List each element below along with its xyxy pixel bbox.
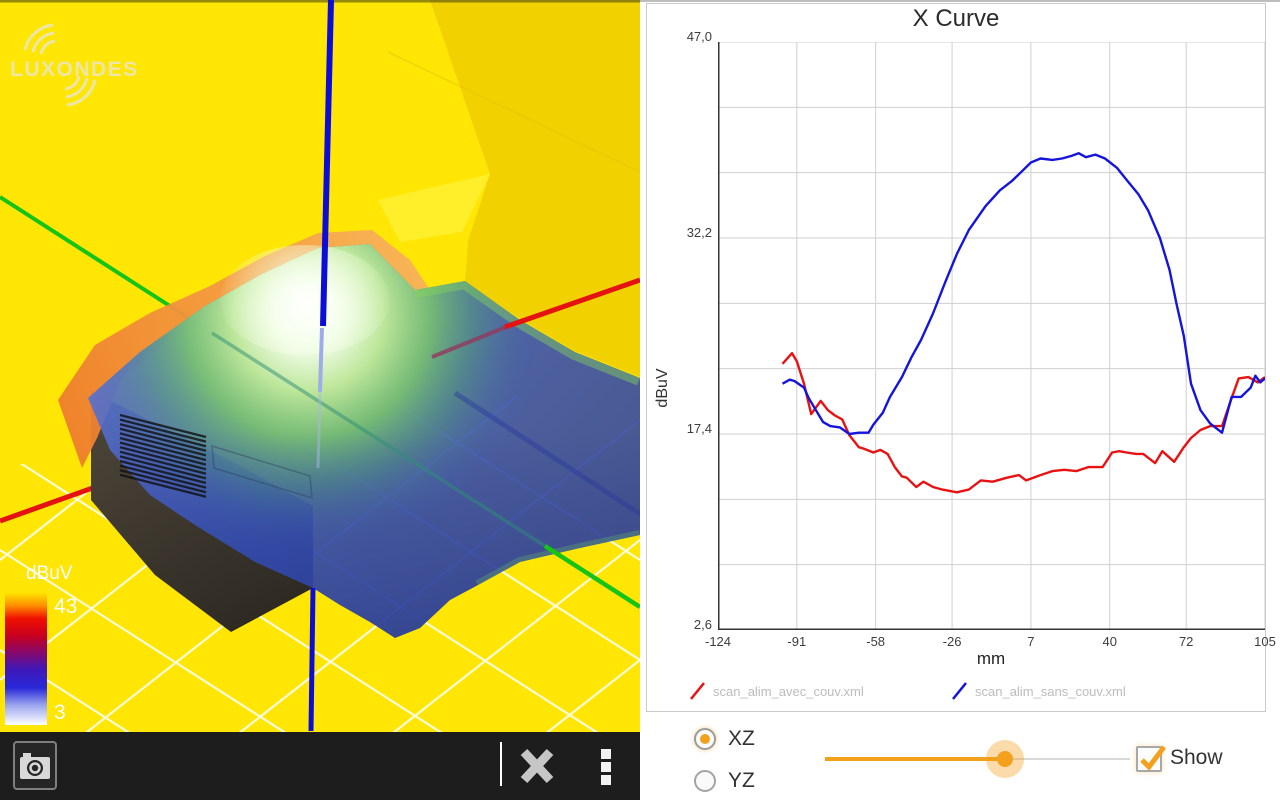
3d-surface-scene[interactable]: LUXONDES dBuV 43 3 [0, 0, 640, 732]
legend-blue-line-icon [952, 682, 967, 700]
color-scale-min: 3 [54, 701, 66, 724]
z-axis-blue-line [320, 0, 334, 327]
legend-label: scan_alim_avec_couv.xml [713, 683, 864, 699]
close-button[interactable] [518, 748, 556, 784]
radio-xz[interactable] [694, 728, 716, 750]
toolbar-divider [500, 742, 502, 786]
y-axis-title: dBuV [654, 368, 671, 408]
radio-xz-label[interactable]: XZ [728, 727, 755, 750]
show-checkbox[interactable] [1136, 745, 1166, 772]
check-icon [1140, 745, 1166, 771]
slider-thumb[interactable] [996, 751, 1013, 767]
3d-scan-view-panel[interactable]: LUXONDES dBuV 43 3 [0, 0, 640, 800]
overflow-menu-button[interactable] [592, 742, 620, 790]
legend-red-line-icon [690, 682, 705, 700]
radio-yz[interactable] [694, 770, 716, 792]
color-scale-title: dBuV [26, 563, 73, 584]
dut-vent-grille [119, 413, 207, 498]
legend-label: scan_alim_sans_couv.xml [975, 683, 1126, 699]
overflow-dots-icon [601, 749, 611, 759]
color-scale-bar [5, 592, 47, 725]
color-scale-legend: dBuV 43 3 [5, 563, 77, 725]
legend-item-avec-couv: scan_alim_avec_couv.xml [689, 680, 864, 702]
bottom-toolbar [0, 732, 640, 800]
back-plane [430, 0, 640, 377]
camera-icon [20, 753, 50, 779]
x-curve-chart-card: X Curve 47,0 32,2 17,4 2,6 -124 -91 -58 -26 7 40… [646, 3, 1276, 712]
luxondes-logo: LUXONDES [10, 23, 139, 107]
chart-plot-area [718, 42, 1265, 630]
radio-yz-label[interactable]: YZ [728, 769, 755, 792]
show-checkbox-label[interactable]: Show [1170, 746, 1223, 769]
curve-panel: X Curve 47,0 32,2 17,4 2,6 -124 -91 -58 -26 7 40… [640, 0, 1280, 800]
logo-text: LUXONDES [10, 58, 139, 81]
field-peak-glow [220, 245, 390, 355]
close-icon [520, 748, 554, 784]
color-scale-max: 43 [54, 595, 77, 618]
legend-item-sans-couv: scan_alim_sans_couv.xml [951, 680, 1126, 702]
x-axis-title: mm [976, 649, 1006, 668]
slider-active-track[interactable] [825, 757, 1005, 761]
camera-button[interactable] [13, 741, 57, 790]
chart-title: X Curve [912, 5, 1000, 32]
scan-position-slider[interactable] [825, 740, 1130, 778]
